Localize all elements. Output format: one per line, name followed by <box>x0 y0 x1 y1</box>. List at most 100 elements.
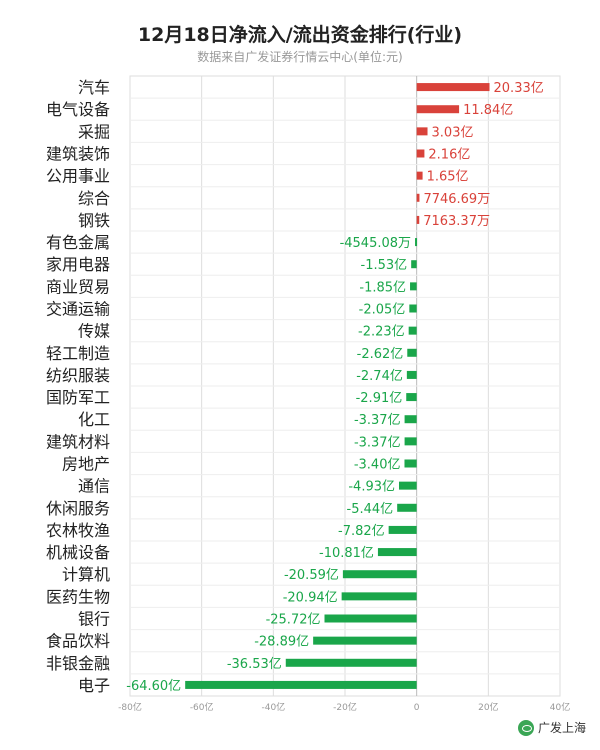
bar <box>407 348 417 357</box>
data-label: -20.94亿 <box>283 590 338 605</box>
category-label: 轻工制造 <box>46 344 110 363</box>
category-label: 纺织服装 <box>46 366 110 385</box>
x-tick-label: 40亿 <box>550 701 570 713</box>
bar <box>341 592 417 601</box>
x-tick-label: 0 <box>414 703 420 713</box>
data-label: -2.74亿 <box>356 369 403 384</box>
category-label: 电气设备 <box>46 100 110 119</box>
category-label: 非银金融 <box>46 654 110 673</box>
watermark: 广发上海 <box>513 717 590 738</box>
data-label: -10.81亿 <box>319 546 374 561</box>
bar <box>416 127 428 136</box>
category-label: 计算机 <box>62 565 110 584</box>
data-label: -64.60亿 <box>126 679 181 694</box>
data-label: -3.40亿 <box>354 458 401 473</box>
category-label: 国防军工 <box>46 388 110 407</box>
category-label: 房地产 <box>62 455 110 474</box>
bar <box>416 105 460 114</box>
bar <box>406 393 417 402</box>
category-label: 通信 <box>78 477 110 496</box>
data-label: -25.72亿 <box>266 613 321 628</box>
category-label: 建筑装饰 <box>46 145 110 164</box>
bar <box>377 548 417 557</box>
bar <box>185 680 417 689</box>
category-label: 交通运输 <box>46 300 110 319</box>
category-label: 家用电器 <box>46 255 110 274</box>
data-label: 11.84亿 <box>463 103 513 118</box>
data-label: 3.03亿 <box>432 125 474 140</box>
bar <box>404 437 417 446</box>
bar <box>285 658 417 667</box>
data-label: -4545.08万 <box>340 236 411 251</box>
bar <box>410 282 417 291</box>
wechat-logo-icon <box>517 719 534 736</box>
category-label: 钢铁 <box>78 211 110 230</box>
category-label: 化工 <box>78 410 110 429</box>
category-label: 农林牧渔 <box>46 521 110 540</box>
bar <box>416 215 420 224</box>
category-label: 综合 <box>78 189 110 208</box>
chart-title: 12月18日净流入/流出资金排行(行业) <box>137 24 463 46</box>
category-label: 食品饮料 <box>46 632 110 651</box>
x-tick-label: -40亿 <box>261 701 285 713</box>
bar <box>416 83 490 92</box>
data-label: -36.53亿 <box>227 657 282 672</box>
data-label: 2.16亿 <box>428 148 470 163</box>
data-label: -28.89亿 <box>254 635 309 650</box>
bar <box>397 503 417 512</box>
x-tick-label: 20亿 <box>478 701 498 713</box>
bar <box>411 260 417 269</box>
category-label: 医药生物 <box>46 587 110 606</box>
watermark-text: 广发上海 <box>537 721 586 735</box>
bar <box>416 149 425 158</box>
category-label: 传媒 <box>78 322 110 341</box>
data-label: 7746.69万 <box>423 192 490 207</box>
bar <box>324 614 417 623</box>
bar <box>404 415 417 424</box>
data-label: -3.37亿 <box>354 435 401 450</box>
bar <box>313 636 417 645</box>
data-label: -3.37亿 <box>354 413 401 428</box>
x-tick-label: -80亿 <box>118 701 142 713</box>
bars-layer <box>185 83 490 689</box>
category-label: 建筑材料 <box>46 432 110 451</box>
bar <box>415 238 418 247</box>
data-label: -4.93亿 <box>348 480 395 495</box>
category-label: 汽车 <box>78 78 110 97</box>
data-label: 1.65亿 <box>427 170 469 185</box>
data-label: -1.53亿 <box>361 258 408 273</box>
category-label: 采掘 <box>78 122 110 141</box>
bar <box>409 304 417 313</box>
axis-layer: -80亿 -60亿 -40亿 -20亿 0 20亿 40亿 <box>118 701 570 713</box>
data-label: -7.82亿 <box>338 524 385 539</box>
data-label: -2.62亿 <box>357 347 404 362</box>
bar <box>416 193 420 202</box>
data-label: -5.44亿 <box>347 502 394 517</box>
bar <box>416 171 423 180</box>
x-tick-label: -60亿 <box>190 701 214 713</box>
x-tick-label: -20亿 <box>333 701 357 713</box>
bar <box>404 459 417 468</box>
category-label: 公用事业 <box>46 167 110 186</box>
bar <box>342 570 417 579</box>
data-label: -2.91亿 <box>356 391 403 406</box>
data-label: -2.05亿 <box>359 303 406 318</box>
data-label: 7163.37万 <box>423 214 490 229</box>
category-label: 休闲服务 <box>46 499 110 518</box>
bar <box>388 525 417 534</box>
category-label: 有色金属 <box>46 233 110 252</box>
chart-subtitle: 数据来自广发证券行情云中心(单位:元) <box>197 50 403 64</box>
bar <box>408 326 417 335</box>
category-label: 银行 <box>78 610 110 629</box>
data-label: -2.23亿 <box>358 325 405 340</box>
bar <box>399 481 417 490</box>
category-label: 机械设备 <box>46 543 110 562</box>
bar <box>406 370 417 379</box>
category-label: 商业贸易 <box>46 277 110 296</box>
data-label: -1.85亿 <box>359 280 406 295</box>
grid-layer <box>129 75 561 697</box>
data-label: 20.33亿 <box>494 81 544 96</box>
